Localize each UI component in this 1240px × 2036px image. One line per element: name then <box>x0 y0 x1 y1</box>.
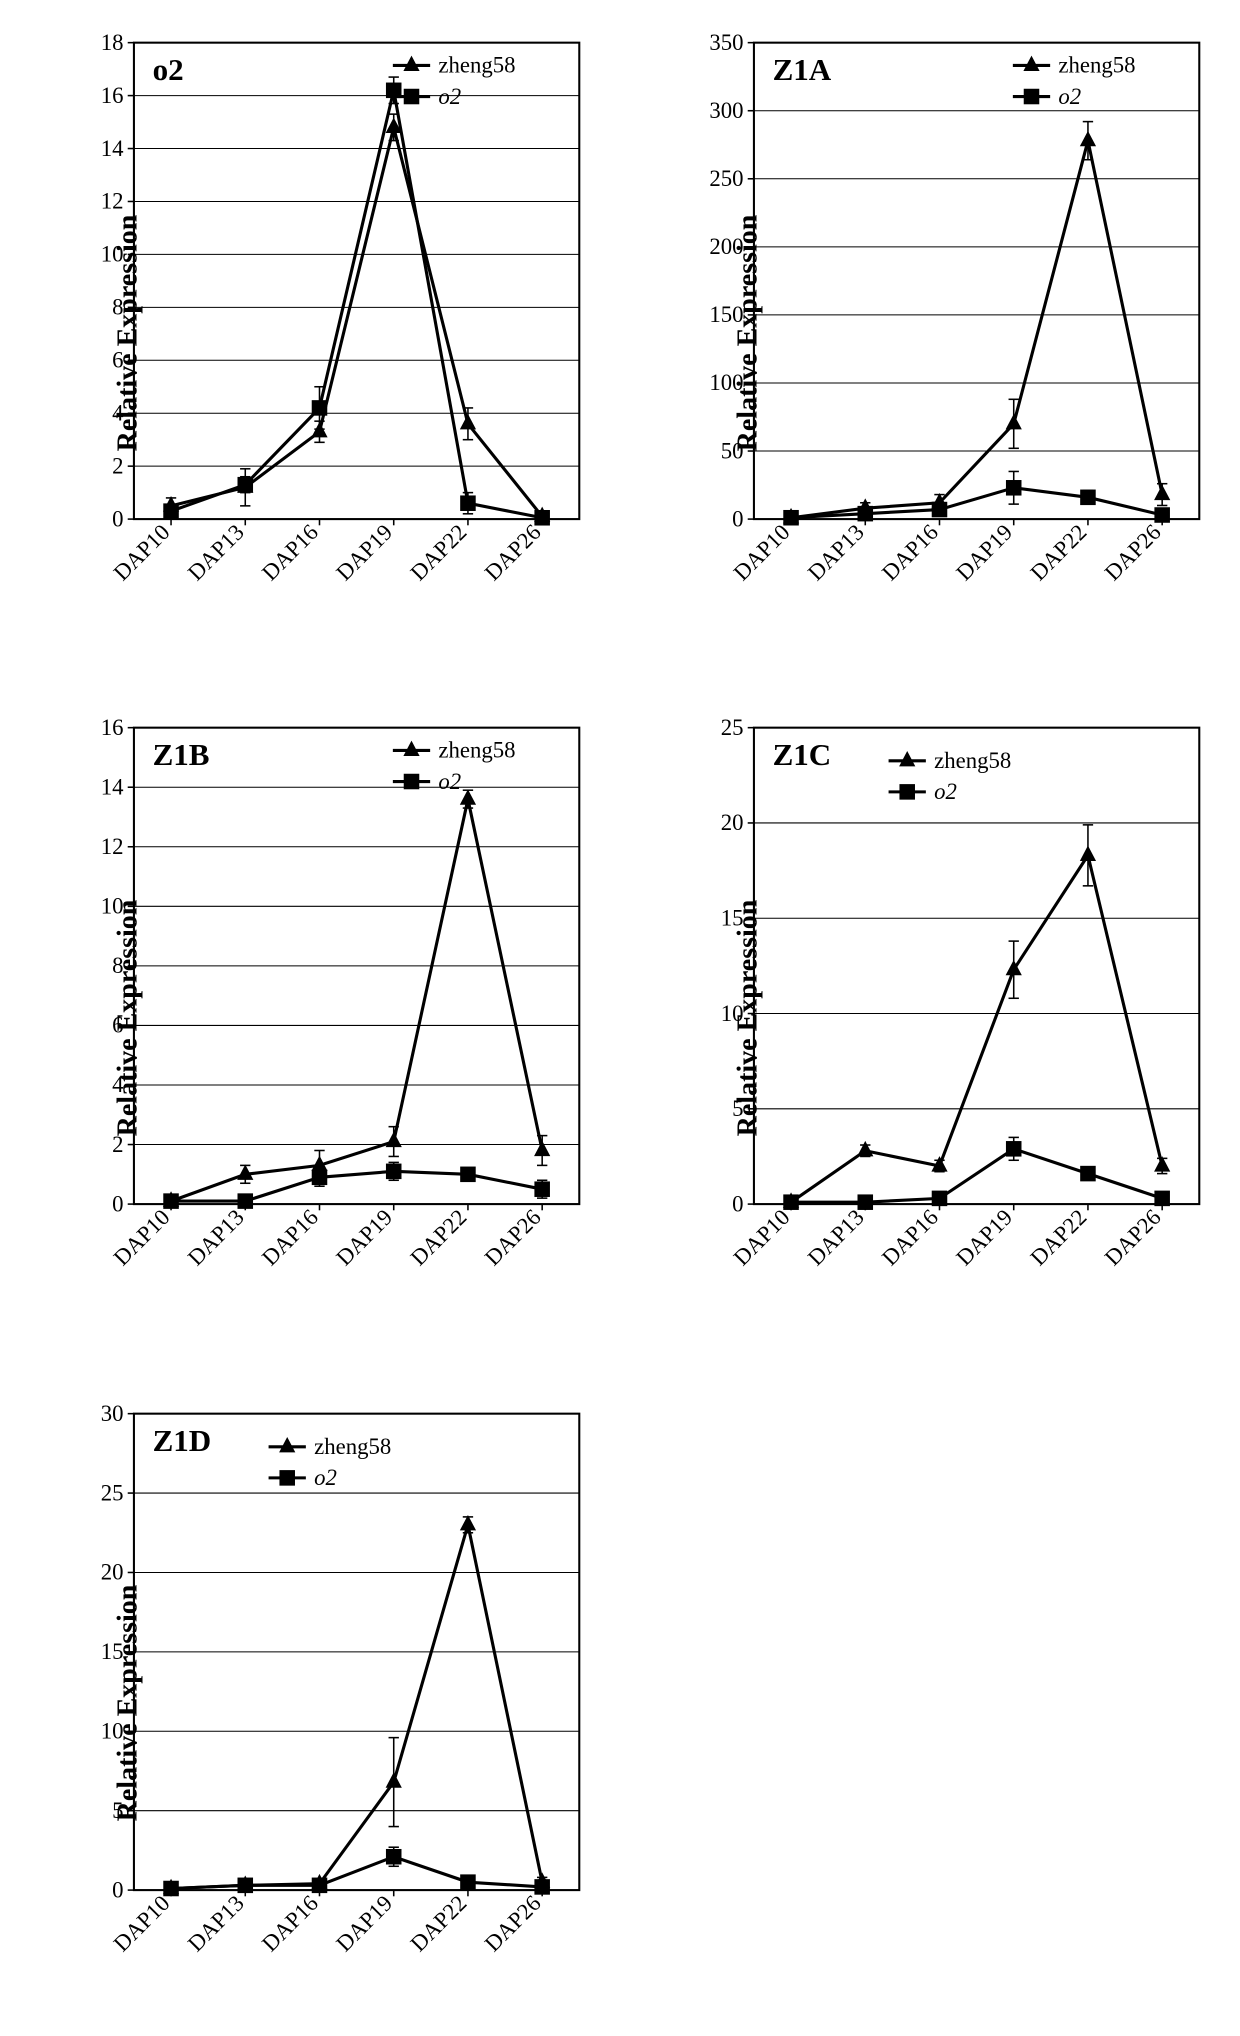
y-tick-label: 25 <box>721 715 744 740</box>
x-tick-label: DAP19 <box>951 519 1017 585</box>
series-line-o2 <box>171 90 542 517</box>
x-tick-label: DAP16 <box>257 1205 323 1271</box>
y-tick-label: 300 <box>709 98 743 123</box>
y-tick-label: 16 <box>101 83 124 108</box>
x-tick-label: DAP22 <box>1026 1205 1092 1271</box>
y-tick-label: 12 <box>101 189 124 214</box>
x-tick-label: DAP13 <box>183 1890 249 1956</box>
y-tick-label: 2 <box>112 453 123 478</box>
x-tick-label: DAP22 <box>1026 519 1092 585</box>
x-tick-label: DAP26 <box>480 1890 546 1956</box>
chart-title: Z1A <box>773 52 832 87</box>
x-tick-label: DAP16 <box>257 1890 323 1956</box>
y-tick-label: 250 <box>709 166 743 191</box>
legend-label-zheng58: zheng58 <box>314 1434 391 1459</box>
chart-z1a: 050100150200250300350DAP10DAP13DAP16DAP1… <box>640 20 1220 645</box>
y-axis-label: Relative Expression <box>112 1585 144 1822</box>
y-axis-label: Relative Expression <box>112 214 144 451</box>
series-line-zheng58 <box>171 1524 542 1888</box>
panel-z1d: 051015202530DAP10DAP13DAP16DAP19DAP22DAP… <box>20 1391 600 2016</box>
x-tick-label: DAP26 <box>480 519 546 585</box>
y-tick-label: 0 <box>112 506 123 531</box>
x-tick-label: DAP16 <box>877 1205 943 1271</box>
y-tick-label: 30 <box>101 1401 124 1426</box>
chart-z1d: 051015202530DAP10DAP13DAP16DAP19DAP22DAP… <box>20 1391 600 2016</box>
legend-label-zheng58: zheng58 <box>934 748 1011 773</box>
legend-label-o2: o2 <box>438 84 461 109</box>
chart-z1b: 0246810121416DAP10DAP13DAP16DAP19DAP22DA… <box>20 705 600 1330</box>
x-tick-label: DAP26 <box>1100 1205 1166 1271</box>
panel-z1c: 0510152025DAP10DAP13DAP16DAP19DAP22DAP26… <box>640 705 1220 1330</box>
series-line-o2 <box>791 1149 1162 1202</box>
x-tick-label: DAP19 <box>331 519 397 585</box>
x-tick-label: DAP19 <box>331 1890 397 1956</box>
y-tick-label: 0 <box>732 506 743 531</box>
legend-label-o2: o2 <box>438 769 461 794</box>
y-tick-label: 16 <box>101 715 124 740</box>
y-tick-label: 20 <box>101 1559 124 1584</box>
y-tick-label: 0 <box>732 1192 743 1217</box>
y-axis-label: Relative Expression <box>112 900 144 1137</box>
series-line-zheng58 <box>171 799 542 1201</box>
y-tick-label: 0 <box>112 1192 123 1217</box>
x-tick-label: DAP22 <box>406 1205 472 1271</box>
y-tick-label: 25 <box>101 1480 124 1505</box>
y-tick-label: 0 <box>112 1877 123 1902</box>
chart-z1c: 0510152025DAP10DAP13DAP16DAP19DAP22DAP26… <box>640 705 1220 1330</box>
y-tick-label: 14 <box>101 775 124 800</box>
x-tick-label: DAP26 <box>480 1205 546 1271</box>
x-tick-label: DAP26 <box>1100 519 1166 585</box>
legend-label-o2: o2 <box>314 1465 337 1490</box>
y-tick-label: 12 <box>101 834 124 859</box>
x-tick-label: DAP22 <box>406 519 472 585</box>
x-tick-label: DAP19 <box>331 1205 397 1271</box>
x-tick-label: DAP13 <box>803 1205 869 1271</box>
y-tick-label: 20 <box>721 811 744 836</box>
x-tick-label: DAP22 <box>406 1890 472 1956</box>
y-axis-label: Relative Expression <box>732 900 764 1137</box>
y-tick-label: 350 <box>709 30 743 55</box>
panel-o2: 024681012141618DAP10DAP13DAP16DAP19DAP22… <box>20 20 600 645</box>
x-tick-label: DAP13 <box>183 1205 249 1271</box>
chart-title: Z1B <box>153 737 210 772</box>
series-line-o2 <box>171 1172 542 1202</box>
legend-label-zheng58: zheng58 <box>438 738 515 763</box>
series-line-zheng58 <box>791 856 1162 1203</box>
chart-grid: 024681012141618DAP10DAP13DAP16DAP19DAP22… <box>20 20 1220 2016</box>
legend-label-zheng58: zheng58 <box>438 53 515 78</box>
chart-title: Z1D <box>153 1423 212 1458</box>
series-line-zheng58 <box>171 127 542 516</box>
chart-title: Z1C <box>773 737 832 772</box>
legend-label-o2: o2 <box>934 779 957 804</box>
panel-empty <box>640 1391 1220 2016</box>
x-tick-label: DAP13 <box>803 519 869 585</box>
series-line-zheng58 <box>791 141 1162 518</box>
chart-title: o2 <box>153 52 184 87</box>
y-axis-label: Relative Expression <box>732 214 764 451</box>
x-tick-label: DAP16 <box>257 519 323 585</box>
x-tick-label: DAP16 <box>877 519 943 585</box>
x-tick-label: DAP13 <box>183 519 249 585</box>
chart-o2: 024681012141618DAP10DAP13DAP16DAP19DAP22… <box>20 20 600 645</box>
panel-z1a: 050100150200250300350DAP10DAP13DAP16DAP1… <box>640 20 1220 645</box>
y-tick-label: 18 <box>101 30 124 55</box>
series-line-o2 <box>171 1856 542 1888</box>
legend-label-zheng58: zheng58 <box>1058 53 1135 78</box>
series-line-o2 <box>791 488 1162 518</box>
y-tick-label: 14 <box>101 136 124 161</box>
panel-z1b: 0246810121416DAP10DAP13DAP16DAP19DAP22DA… <box>20 705 600 1330</box>
legend-label-o2: o2 <box>1058 84 1081 109</box>
x-tick-label: DAP19 <box>951 1205 1017 1271</box>
